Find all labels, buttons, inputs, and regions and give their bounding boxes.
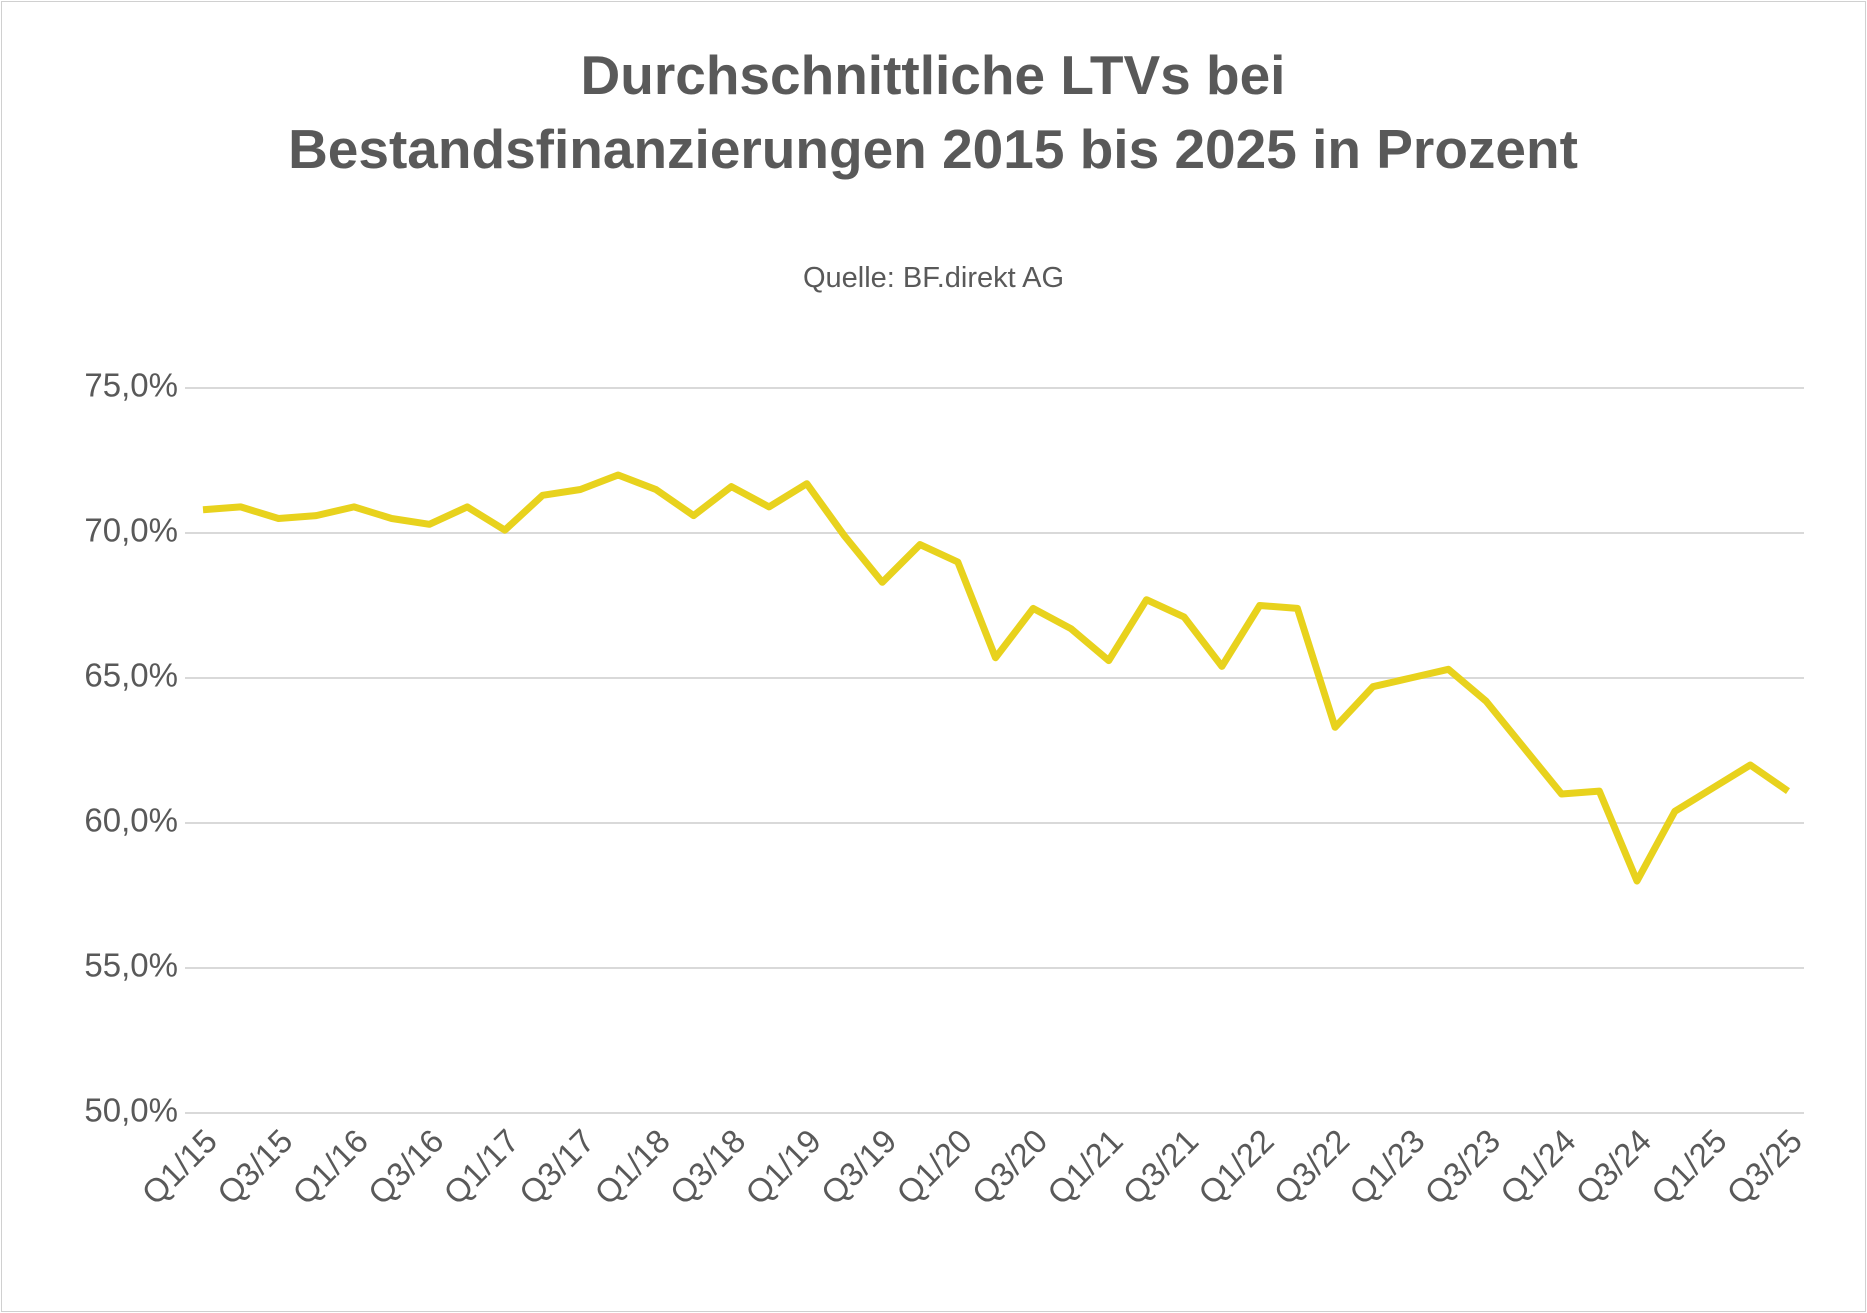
x-tick-label: Q1/22 xyxy=(1191,1122,1281,1212)
y-tick-label: 60,0% xyxy=(84,802,178,839)
x-tick-label: Q3/18 xyxy=(663,1122,753,1212)
x-tick-label: Q3/21 xyxy=(1116,1122,1206,1212)
x-tick-label: Q1/24 xyxy=(1493,1122,1583,1212)
x-tick-label: Q3/19 xyxy=(814,1122,904,1212)
data-line xyxy=(202,471,1790,885)
x-tick-label: Q1/18 xyxy=(587,1122,677,1212)
x-tick-label: Q1/16 xyxy=(285,1122,375,1212)
x-tick-label: Q3/17 xyxy=(512,1122,602,1212)
x-tick-label: Q3/20 xyxy=(965,1122,1055,1212)
y-tick-label: 65,0% xyxy=(84,657,178,694)
x-tick-label: Q3/15 xyxy=(210,1122,300,1212)
y-tick-label: 50,0% xyxy=(84,1092,178,1129)
y-tick-label: 75,0% xyxy=(84,367,178,404)
y-tick-label: 55,0% xyxy=(84,947,178,984)
x-tick-label: Q1/19 xyxy=(738,1122,828,1212)
x-tick-label: Q1/21 xyxy=(1040,1122,1130,1212)
y-tick-label: 70,0% xyxy=(84,512,178,549)
x-tick-label: Q3/22 xyxy=(1267,1122,1357,1212)
x-tick-label: Q1/15 xyxy=(134,1122,224,1212)
chart-subtitle: Quelle: BF.direkt AG xyxy=(802,262,1065,294)
x-tick-label: Q3/16 xyxy=(361,1122,451,1212)
x-tick-label: Q1/23 xyxy=(1342,1122,1432,1212)
chart-title: Durchschnittliche LTVs bei Bestandsfinan… xyxy=(288,44,1578,180)
x-tick-label: Q1/20 xyxy=(889,1122,979,1212)
x-tick-label: Q3/23 xyxy=(1417,1122,1507,1212)
x-tick-label: Q3/25 xyxy=(1719,1122,1809,1212)
x-tick-label: Q1/17 xyxy=(436,1122,526,1212)
x-tick-label: Q1/25 xyxy=(1644,1122,1734,1212)
x-tick-label: Q3/24 xyxy=(1568,1122,1658,1212)
